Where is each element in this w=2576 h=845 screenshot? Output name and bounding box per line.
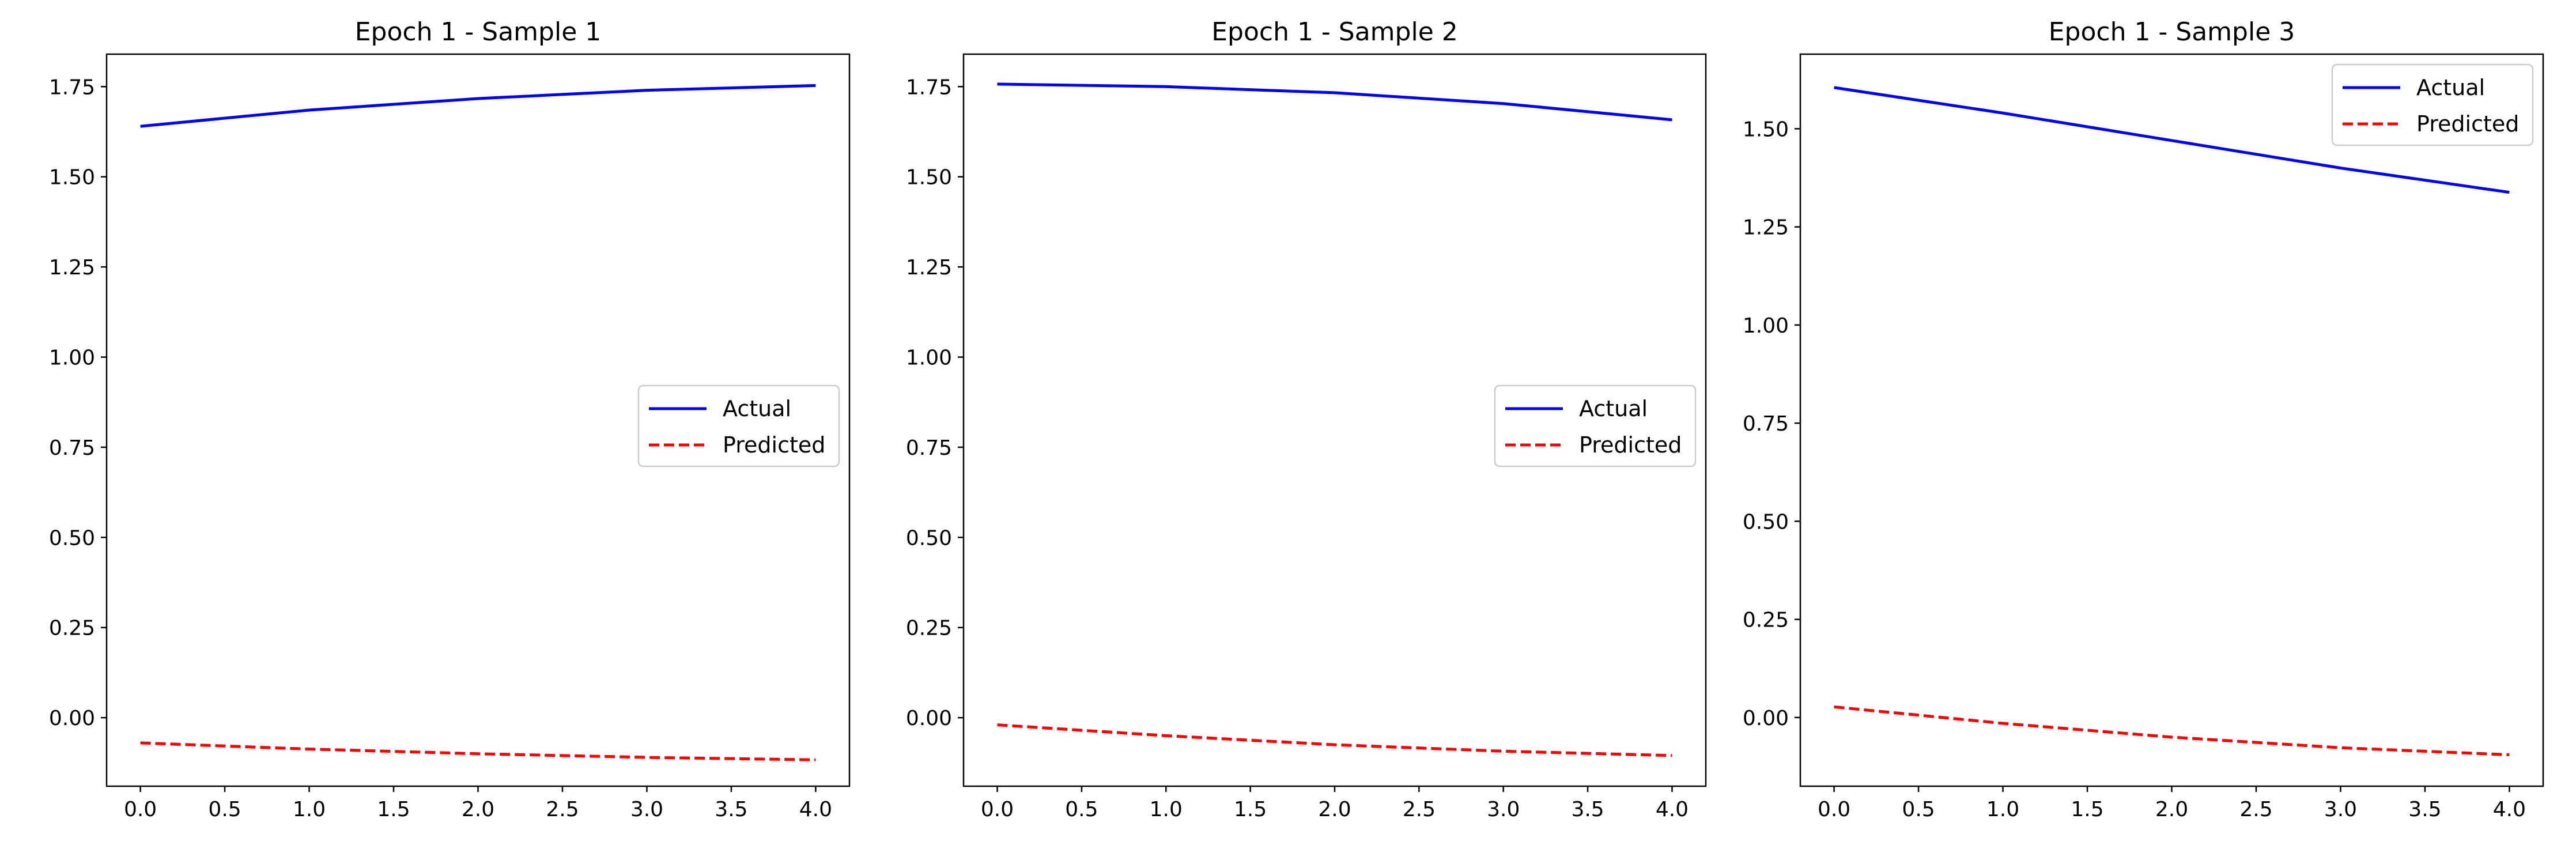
legend-label-predicted: Predicted: [1579, 432, 1682, 458]
y-tick-label: 0.00: [49, 707, 95, 730]
series-line-actual: [997, 82, 1672, 122]
y-tick-label: 0.25: [1743, 609, 1789, 632]
x-tick-label: 1.0: [293, 798, 326, 821]
x-tick-label: 1.5: [2071, 798, 2103, 821]
y-tick-label: 0.50: [49, 526, 95, 550]
legend-label-actual: Actual: [723, 396, 791, 421]
y-tick-label: 1.00: [906, 346, 952, 370]
legend-label-predicted: Predicted: [723, 432, 825, 458]
legend-label-actual: Actual: [2416, 75, 2485, 100]
series-line-predicted: [140, 741, 816, 761]
y-tick-label: 1.75: [906, 76, 952, 99]
y-tick-label: 0.75: [1743, 412, 1789, 436]
x-tick-label: 2.0: [2155, 798, 2188, 821]
x-tick-label: 0.0: [124, 798, 157, 821]
y-tick-label: 1.00: [49, 346, 95, 370]
x-tick-label: 2.0: [1318, 798, 1351, 821]
chart-title: Epoch 1 - Sample 1: [355, 17, 602, 47]
legend-label-predicted: Predicted: [2416, 111, 2519, 137]
x-tick-label: 2.5: [546, 798, 579, 821]
y-tick-label: 1.75: [49, 76, 95, 99]
x-tick-label: 3.0: [630, 798, 663, 821]
x-tick-label: 4.0: [2493, 798, 2526, 821]
y-tick-label: 0.00: [1743, 707, 1789, 730]
legend-label-actual: Actual: [1579, 396, 1648, 421]
x-tick-label: 3.5: [1571, 798, 1604, 821]
legend: Actual Predicted: [2331, 63, 2534, 146]
x-tick-label: 1.5: [1234, 798, 1267, 821]
y-tick-label: 0.50: [1743, 510, 1789, 534]
x-tick-label: 0.5: [208, 798, 241, 821]
x-tick-label: 1.5: [377, 798, 410, 821]
x-tick-label: 0.0: [981, 798, 1014, 821]
y-tick-label: 0.50: [906, 526, 952, 550]
x-tick-label: 3.5: [2408, 798, 2441, 821]
chart-panel-1: Epoch 1 - Sample 1 0.0 0.5 1.0 1.5 2.0 2.5 3.0 3…: [49, 17, 851, 821]
x-tick-label: 3.0: [2324, 798, 2357, 821]
x-tick-label: 2.5: [1403, 798, 1436, 821]
y-tick-label: 0.25: [906, 617, 952, 640]
y-tick-label: 0.25: [49, 617, 95, 640]
x-tick-label: 2.5: [2239, 798, 2272, 821]
y-tick-label: 0.75: [906, 436, 952, 460]
x-tick-label: 2.0: [462, 798, 494, 821]
y-tick-label: 1.50: [49, 166, 95, 190]
series-line-predicted: [997, 723, 1672, 757]
chart-title: Epoch 1 - Sample 3: [2049, 17, 2295, 47]
x-tick-label: 3.0: [1487, 798, 1520, 821]
y-tick-label: 0.00: [906, 707, 952, 730]
series-line-predicted: [1834, 705, 2510, 756]
x-tick-label: 4.0: [1656, 798, 1689, 821]
y-tick-label: 1.50: [906, 166, 952, 190]
x-tick-label: 4.0: [799, 798, 832, 821]
legend: Actual Predicted: [1494, 384, 1697, 467]
y-tick-label: 1.00: [1743, 314, 1789, 338]
y-tick-label: 1.25: [1743, 216, 1789, 240]
chart-title: Epoch 1 - Sample 2: [1211, 17, 1458, 47]
series-line-actual: [140, 84, 816, 128]
y-tick-label: 1.25: [906, 256, 952, 280]
chart-panel-2: Epoch 1 - Sample 2 0.0 0.5 1.0 1.5 2.0 2.5 3.0 3…: [906, 17, 1707, 821]
y-tick-label: 0.75: [49, 436, 95, 460]
y-tick-label: 1.25: [49, 256, 95, 280]
x-tick-label: 0.5: [1902, 798, 1935, 821]
series-line-actual: [1834, 86, 2510, 194]
x-tick-label: 1.0: [1150, 798, 1183, 821]
x-tick-label: 0.0: [1818, 798, 1850, 821]
x-tick-label: 1.0: [1986, 798, 2019, 821]
x-tick-label: 0.5: [1065, 798, 1098, 821]
x-tick-label: 3.5: [715, 798, 747, 821]
legend: Actual Predicted: [637, 384, 840, 467]
y-tick-label: 1.50: [1743, 118, 1789, 141]
chart-panel-3: Epoch 1 - Sample 3 0.0 0.5 1.0 1.5 2.0 2.5 3.0 3…: [1743, 17, 2544, 821]
